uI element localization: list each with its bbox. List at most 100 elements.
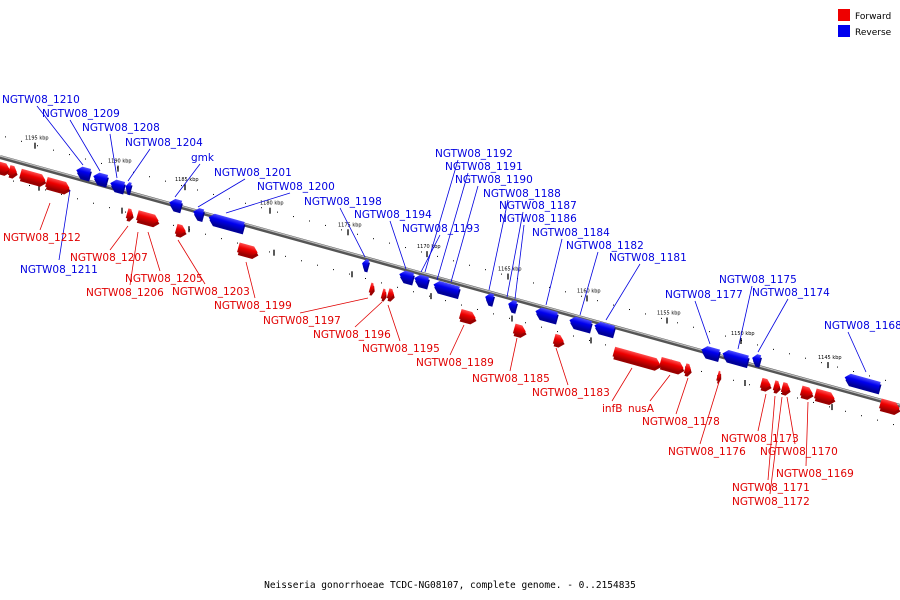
- reverse-gene-arrow[interactable]: [720, 349, 750, 369]
- forward-gene-arrow[interactable]: [458, 309, 478, 326]
- gene-label[interactable]: NGTW08_1190: [455, 174, 533, 186]
- gene-label[interactable]: NGTW08_1168: [824, 320, 900, 332]
- reverse-gene-arrow[interactable]: [124, 182, 134, 196]
- reverse-gene-arrow[interactable]: [567, 315, 593, 334]
- forward-gene-arrow[interactable]: [368, 282, 377, 297]
- track-dot: [229, 198, 230, 200]
- gene-label[interactable]: NGTW08_1170: [760, 446, 838, 458]
- forward-gene-arrow[interactable]: [512, 323, 528, 340]
- reverse-gene-arrow[interactable]: [207, 212, 246, 235]
- gene-label[interactable]: NGTW08_1192: [435, 148, 513, 160]
- gene-label[interactable]: NGTW08_1172: [732, 496, 810, 508]
- gene-label[interactable]: NGTW08_1211: [20, 264, 98, 276]
- gene-label[interactable]: NGTW08_1197: [263, 315, 341, 327]
- track-dot: [845, 410, 846, 412]
- gene-label[interactable]: NGTW08_1186: [499, 213, 577, 225]
- gene-label[interactable]: NGTW08_1207: [70, 252, 148, 264]
- forward-gene-arrow[interactable]: [759, 377, 773, 393]
- leader-line: [805, 401, 809, 467]
- gene-label[interactable]: NGTW08_1203: [172, 286, 250, 298]
- track-dot: [301, 260, 302, 262]
- leader-line: [450, 185, 479, 283]
- forward-gene-arrow[interactable]: [236, 242, 260, 261]
- gene-label[interactable]: NGTW08_1206: [86, 287, 164, 299]
- reverse-gene-arrow[interactable]: [483, 292, 495, 307]
- forward-gene-arrow[interactable]: [0, 161, 13, 178]
- leader-line: [611, 367, 633, 402]
- forward-gene-arrow[interactable]: [125, 208, 136, 222]
- gene-label[interactable]: NGTW08_1184: [532, 227, 610, 239]
- leader-line: [847, 331, 867, 373]
- reverse-gene-arrow[interactable]: [74, 165, 92, 182]
- reverse-gene-arrow[interactable]: [592, 321, 616, 339]
- leader-line: [245, 261, 256, 299]
- forward-gene-arrow[interactable]: [813, 388, 837, 407]
- track-dot: [397, 286, 398, 288]
- track-dot: [221, 238, 222, 240]
- reverse-gene-arrow[interactable]: [412, 273, 430, 290]
- gene-label[interactable]: NGTW08_1210: [2, 94, 80, 106]
- gene-label[interactable]: NGTW08_1176: [668, 446, 746, 458]
- reverse-gene-arrow[interactable]: [108, 178, 126, 195]
- forward-gene-arrow[interactable]: [716, 370, 724, 384]
- reverse-gene-arrow[interactable]: [750, 353, 762, 368]
- gene-label[interactable]: NGTW08_1212: [3, 232, 81, 244]
- reverse-gene-arrow[interactable]: [397, 269, 415, 286]
- gene-label[interactable]: NGTW08_1198: [304, 196, 382, 208]
- forward-gene-arrow[interactable]: [772, 380, 783, 394]
- reverse-gene-arrow[interactable]: [360, 258, 371, 273]
- forward-gene-arrow[interactable]: [780, 382, 792, 397]
- gene-label[interactable]: NGTW08_1177: [665, 289, 743, 301]
- gene-label[interactable]: NGTW08_1193: [402, 223, 480, 235]
- gene-label[interactable]: infB: [602, 403, 622, 415]
- reverse-gene-arrow[interactable]: [533, 306, 559, 325]
- gene-label[interactable]: NGTW08_1178: [642, 416, 720, 428]
- reverse-gene-arrow[interactable]: [431, 280, 461, 300]
- gene-label[interactable]: NGTW08_1191: [445, 161, 523, 173]
- gene-label[interactable]: NGTW08_1199: [214, 300, 292, 312]
- gene-label[interactable]: NGTW08_1208: [82, 122, 160, 134]
- reverse-gene-arrow[interactable]: [506, 299, 518, 314]
- gene-label[interactable]: gmk: [191, 152, 215, 164]
- forward-gene-arrow[interactable]: [799, 385, 815, 402]
- forward-gene-arrow[interactable]: [612, 346, 663, 372]
- forward-gene-arrow[interactable]: [174, 223, 188, 239]
- gene-label[interactable]: NGTW08_1201: [214, 167, 292, 179]
- gene-label[interactable]: NGTW08_1174: [752, 287, 830, 299]
- gene-label[interactable]: NGTW08_1185: [472, 373, 550, 385]
- gene-label[interactable]: NGTW08_1187: [499, 200, 577, 212]
- gene-label[interactable]: nusA: [628, 403, 655, 415]
- leader-line: [109, 133, 118, 179]
- reverse-gene-arrow[interactable]: [843, 372, 882, 395]
- forward-gene-arrow[interactable]: [878, 398, 900, 417]
- reverse-gene-arrow[interactable]: [191, 207, 205, 222]
- forward-gene-arrow[interactable]: [658, 356, 686, 376]
- forward-gene-arrow[interactable]: [380, 288, 389, 303]
- forward-gene-arrow[interactable]: [386, 288, 397, 302]
- gene-label[interactable]: NGTW08_1169: [776, 468, 854, 480]
- gene-label[interactable]: NGTW08_1200: [257, 181, 335, 193]
- gene-label[interactable]: NGTW08_1204: [125, 137, 203, 149]
- gene-label[interactable]: NGTW08_1205: [125, 273, 203, 285]
- reverse-gene-arrow[interactable]: [167, 198, 183, 214]
- forward-gene-arrow[interactable]: [7, 165, 19, 180]
- gene-label[interactable]: NGTW08_1182: [566, 240, 644, 252]
- forward-gene-arrow[interactable]: [135, 210, 161, 228]
- reverse-gene-arrow[interactable]: [91, 171, 109, 188]
- gene-label[interactable]: NGTW08_1181: [609, 252, 687, 264]
- gene-label[interactable]: NGTW08_1196: [313, 329, 391, 341]
- gene-label[interactable]: NGTW08_1209: [42, 108, 120, 120]
- forward-gene-arrow[interactable]: [683, 363, 694, 377]
- gene-label[interactable]: NGTW08_1188: [483, 188, 561, 200]
- gene-label[interactable]: NGTW08_1195: [362, 343, 440, 355]
- reverse-gene-arrow[interactable]: [699, 345, 721, 363]
- gene-label[interactable]: NGTW08_1175: [719, 274, 797, 286]
- forward-gene-arrow[interactable]: [18, 168, 48, 188]
- gene-label[interactable]: NGTW08_1189: [416, 357, 494, 369]
- gene-label[interactable]: NGTW08_1183: [532, 387, 610, 399]
- forward-gene-arrow[interactable]: [552, 333, 566, 349]
- gene-label[interactable]: NGTW08_1194: [354, 209, 432, 221]
- track-dot: [165, 180, 166, 182]
- forward-gene-arrow[interactable]: [44, 176, 72, 196]
- gene-label[interactable]: NGTW08_1173: [721, 433, 799, 445]
